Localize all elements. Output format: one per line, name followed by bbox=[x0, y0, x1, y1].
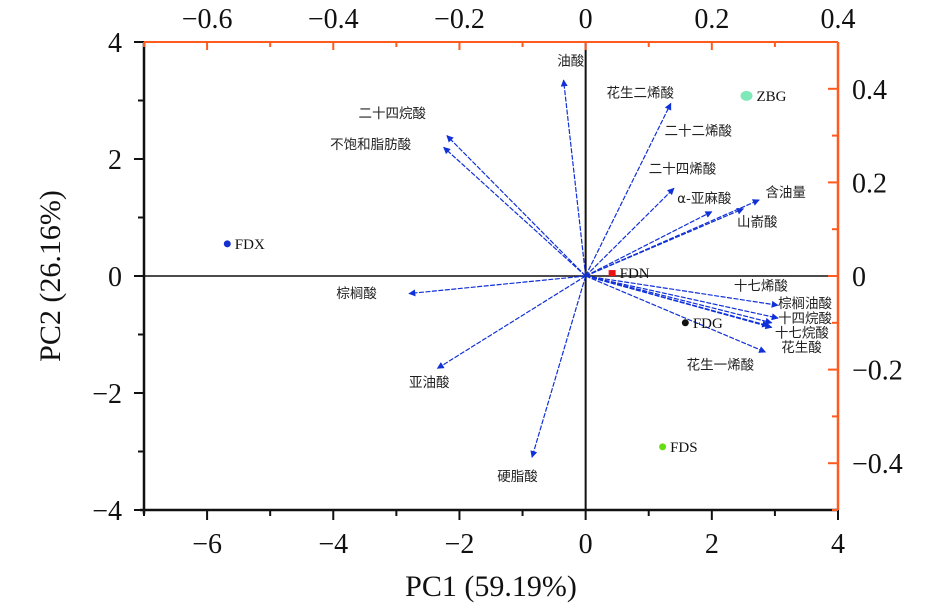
loading-label: 十七烯酸 bbox=[734, 279, 788, 295]
y-tick-label: −4 bbox=[92, 496, 122, 527]
x-tick-label: −4 bbox=[318, 529, 348, 560]
loading-label: 二十四烯酸 bbox=[649, 162, 717, 178]
x-axis-title: PC1 (59.19%) bbox=[405, 570, 577, 603]
top-tick-label: 0.4 bbox=[821, 4, 856, 35]
sample-label: FDX bbox=[235, 237, 265, 253]
loading-label: 二十二烯酸 bbox=[665, 124, 733, 140]
sample-label: FDN bbox=[620, 266, 650, 282]
loading-arrow bbox=[585, 275, 779, 321]
top-tick-label: 0.2 bbox=[694, 4, 729, 35]
loading-arrow bbox=[446, 135, 587, 277]
loading-arrow bbox=[530, 275, 587, 459]
right-tick-label: −0.2 bbox=[852, 356, 903, 387]
right-tick-label: 0.4 bbox=[852, 75, 887, 106]
y-tick-label: 4 bbox=[108, 28, 122, 59]
loading-arrow bbox=[585, 211, 713, 277]
y-axis-title: PC2 (26.16%) bbox=[34, 190, 67, 362]
loading-label: 花生酸 bbox=[781, 340, 822, 356]
loading-arrow bbox=[585, 275, 767, 353]
top-tick-label: −0.6 bbox=[182, 4, 233, 35]
y-tick-label: 0 bbox=[108, 262, 122, 293]
loading-label: 亚油酸 bbox=[409, 375, 450, 391]
loading-label: 山嵛酸 bbox=[737, 214, 778, 230]
loading-label: 油酸 bbox=[557, 53, 585, 69]
x-tick-label: 0 bbox=[579, 529, 593, 560]
loading-arrow bbox=[436, 275, 586, 369]
top-tick-label: −0.2 bbox=[434, 4, 485, 35]
loading-arrow bbox=[585, 199, 760, 277]
y-tick-label: 2 bbox=[108, 145, 122, 176]
loading-arrow bbox=[585, 275, 773, 330]
sample-points: ZBG FDX FDN FDG FDS bbox=[223, 89, 787, 456]
loading-label: 十四烷酸 bbox=[778, 311, 832, 327]
sample-point bbox=[659, 443, 667, 451]
top-tick-label: 0 bbox=[579, 4, 593, 35]
loading-label: 棕榈酸 bbox=[336, 286, 377, 302]
sample-point bbox=[740, 90, 753, 101]
x-tick-label: −2 bbox=[445, 529, 475, 560]
loading-label: 硬脂酸 bbox=[497, 469, 538, 485]
right-tick-label: −0.4 bbox=[852, 449, 903, 480]
loading-label: α-亚麻酸 bbox=[677, 191, 732, 207]
loading-arrow bbox=[560, 79, 587, 277]
loading-label: 含油量 bbox=[765, 185, 806, 201]
right-tick-label: 0 bbox=[852, 262, 866, 293]
x-tick-label: 4 bbox=[831, 529, 845, 560]
loading-label: 不饱和脂肪酸 bbox=[330, 137, 411, 153]
loading-arrow bbox=[408, 275, 586, 297]
loading-label: 棕榈油酸 bbox=[778, 296, 832, 312]
x-tick-label: −6 bbox=[192, 529, 222, 560]
loading-label: 二十四烷酸 bbox=[359, 106, 427, 122]
loading-arrow bbox=[585, 187, 675, 277]
loading-arrow bbox=[585, 275, 773, 325]
loading-label: 十七烷酸 bbox=[775, 325, 829, 341]
x-tick-label: 2 bbox=[705, 529, 719, 560]
loading-arrow bbox=[585, 102, 672, 277]
sample-point bbox=[681, 319, 689, 327]
loading-arrows bbox=[408, 79, 779, 459]
loading-arrow bbox=[585, 207, 745, 277]
loading-label: 花生一烯酸 bbox=[687, 358, 755, 374]
loading-arrow bbox=[443, 146, 587, 277]
loading-arrow bbox=[585, 275, 770, 328]
sample-point bbox=[608, 270, 616, 277]
sample-label: FDG bbox=[693, 316, 723, 332]
top-tick-label: −0.4 bbox=[308, 4, 359, 35]
loading-label: 花生二烯酸 bbox=[606, 86, 674, 102]
sample-label: FDS bbox=[670, 440, 698, 456]
axes: −6 −4 −2 0 2 4 −4 −2 0 2 4 −0.6 −0.4 −0.2 0 0.2 0.4 −0.4 −… bbox=[92, 4, 903, 560]
right-tick-label: 0.2 bbox=[852, 168, 887, 199]
sample-point bbox=[223, 240, 231, 248]
y-tick-label: −2 bbox=[92, 379, 122, 410]
sample-label: ZBG bbox=[757, 89, 787, 105]
